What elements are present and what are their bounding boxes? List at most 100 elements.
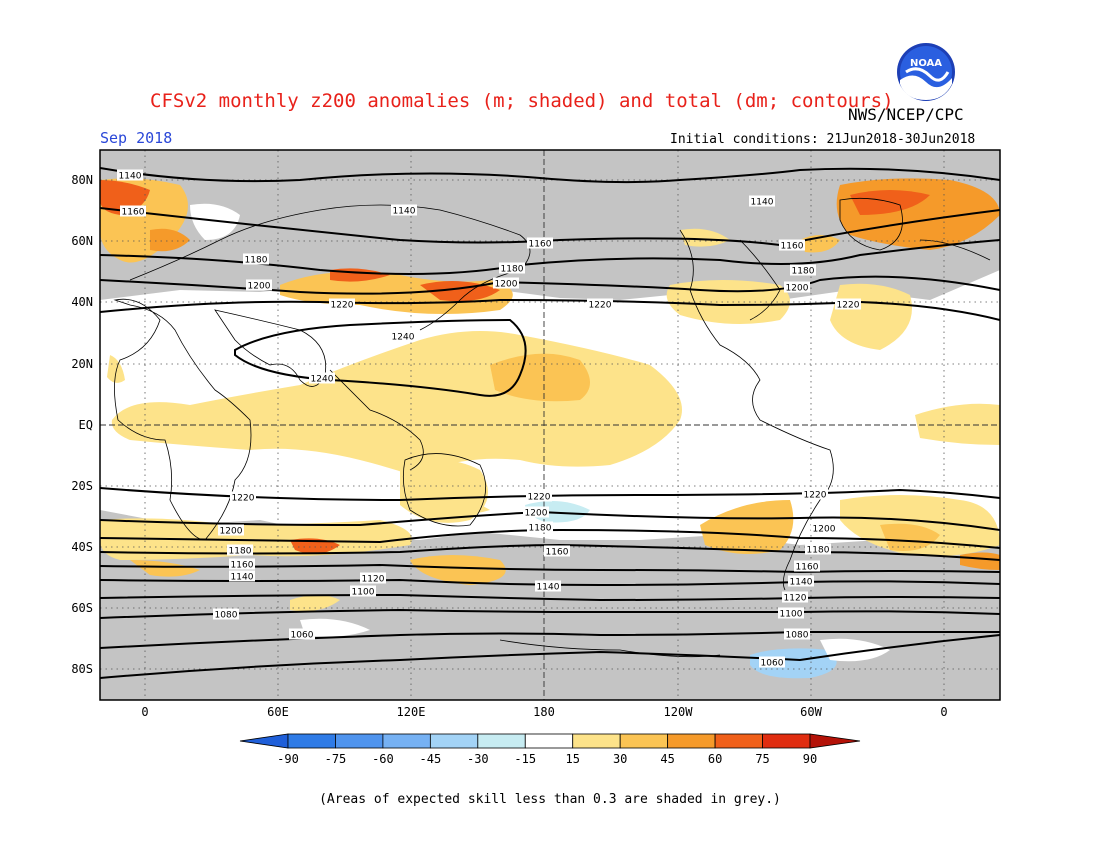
svg-text:1080: 1080 <box>215 611 238 621</box>
lon-label: 120W <box>664 705 694 719</box>
contour-label: 1140 <box>749 195 775 208</box>
contour-label: 1180 <box>243 253 269 266</box>
svg-text:1160: 1160 <box>796 563 819 573</box>
longitude-labels: 0 60E 120E 180 120W 60W 0 <box>141 705 947 719</box>
contour-label: 1160 <box>527 237 553 250</box>
lat-label: EQ <box>79 418 93 432</box>
contour-label: 1200 <box>493 277 519 290</box>
contour-label: 1120 <box>782 591 808 604</box>
svg-text:1240: 1240 <box>392 333 415 343</box>
colorbar-tick-label: 15 <box>566 752 580 766</box>
colorbar-swatch <box>572 733 621 749</box>
contour-label: 1220 <box>587 298 613 311</box>
lon-label: 120E <box>397 705 426 719</box>
colorbar: -90 -75 -60 -45 -30 -15 15 30 45 60 75 90 <box>239 733 861 766</box>
svg-text:1200: 1200 <box>525 509 548 519</box>
svg-text:1220: 1220 <box>589 301 612 311</box>
svg-text:1180: 1180 <box>792 267 815 277</box>
svg-text:1160: 1160 <box>781 242 804 252</box>
lon-label: 60W <box>800 705 822 719</box>
contour-label: 1240 <box>390 330 416 343</box>
positive-anomaly-regions <box>100 178 1000 612</box>
contour-label: 1140 <box>535 580 561 593</box>
plot-frame <box>99 149 1001 701</box>
lat-label: 40S <box>71 540 93 554</box>
svg-text:1140: 1140 <box>751 198 774 208</box>
contour-label: 1100 <box>350 585 376 598</box>
noaa-logo-text: NOAA <box>910 58 942 69</box>
contour-label: 1120 <box>360 572 386 585</box>
contour-label: 1180 <box>499 262 525 275</box>
colorbar-swatch <box>335 733 384 749</box>
svg-text:1060: 1060 <box>291 631 314 641</box>
lat-label: 40N <box>71 295 93 309</box>
svg-text:1140: 1140 <box>790 578 813 588</box>
svg-text:1180: 1180 <box>529 524 552 534</box>
contour-label: 1220 <box>526 490 552 503</box>
contour-label: 1140 <box>391 204 417 217</box>
contour-label: 1160 <box>794 560 820 573</box>
colorbar-tick-label: 60 <box>708 752 722 766</box>
colorbar-swatch <box>477 733 526 749</box>
height-contours <box>100 167 1000 679</box>
lat-label: 20N <box>71 357 93 371</box>
colorbar-tick-label: 75 <box>755 752 769 766</box>
contour-label: 1140 <box>788 575 814 588</box>
contour-label: 1080 <box>784 628 810 641</box>
contour-label: 1160 <box>544 545 570 558</box>
contour-label: 1180 <box>527 521 553 534</box>
contour-label: 1100 <box>778 607 804 620</box>
lat-label: 80N <box>71 173 93 187</box>
svg-text:1160: 1160 <box>529 240 552 250</box>
svg-text:1180: 1180 <box>229 547 252 557</box>
contour-label: 1240 <box>309 372 335 385</box>
contour-label: 1160 <box>229 558 255 571</box>
colorbar-tick-label: -90 <box>277 752 299 766</box>
svg-text:1060: 1060 <box>761 659 784 669</box>
contour-labels: 1140 1160 1180 1200 1220 1240 1240 1140 1160 1180… <box>117 169 861 669</box>
contour-label: 1060 <box>759 656 785 669</box>
contour-label: 1200 <box>811 522 837 535</box>
svg-text:1220: 1220 <box>837 301 860 311</box>
svg-text:1200: 1200 <box>495 280 518 290</box>
svg-text:1120: 1120 <box>784 594 807 604</box>
contour-label: 1220 <box>802 488 828 501</box>
colorbar-tick-label: -75 <box>325 752 347 766</box>
colorbar-tick-label: 90 <box>803 752 817 766</box>
svg-text:1220: 1220 <box>331 301 354 311</box>
lat-label: 60S <box>71 601 93 615</box>
contour-label: 1180 <box>805 543 831 556</box>
contour-label: 1140 <box>229 570 255 583</box>
svg-text:1200: 1200 <box>786 284 809 294</box>
colorbar-swatch <box>667 733 716 749</box>
svg-text:1180: 1180 <box>501 265 524 275</box>
svg-text:1160: 1160 <box>122 208 145 218</box>
colorbar-swatch <box>714 733 763 749</box>
svg-text:1160: 1160 <box>546 548 569 558</box>
skill-footnote: (Areas of expected skill less than 0.3 a… <box>319 792 781 807</box>
svg-text:1100: 1100 <box>352 588 375 598</box>
initial-conditions: Initial conditions: 21Jun2018-30Jun2018 <box>670 132 976 147</box>
colorbar-swatch <box>619 733 669 749</box>
contour-label: 1220 <box>329 298 355 311</box>
svg-text:1100: 1100 <box>780 610 803 620</box>
svg-text:1200: 1200 <box>220 527 243 537</box>
lon-label: 0 <box>141 705 148 719</box>
colorbar-swatch <box>762 733 811 749</box>
svg-text:1140: 1140 <box>231 573 254 583</box>
agency-label: NWS/NCEP/CPC <box>848 105 964 124</box>
contour-label: 1060 <box>289 628 315 641</box>
contour-label: 1220 <box>230 491 256 504</box>
colorbar-tick-label: -30 <box>467 752 489 766</box>
svg-text:1140: 1140 <box>537 583 560 593</box>
svg-text:1200: 1200 <box>813 525 836 535</box>
svg-text:1140: 1140 <box>119 172 142 182</box>
lat-label: 80S <box>71 662 93 676</box>
svg-text:1160: 1160 <box>231 561 254 571</box>
colorbar-tick-label: -15 <box>514 752 536 766</box>
colorbar-swatch <box>524 733 574 749</box>
svg-text:1120: 1120 <box>362 575 385 585</box>
contour-label: 1180 <box>227 544 253 557</box>
contour-label: 1140 <box>117 169 143 182</box>
